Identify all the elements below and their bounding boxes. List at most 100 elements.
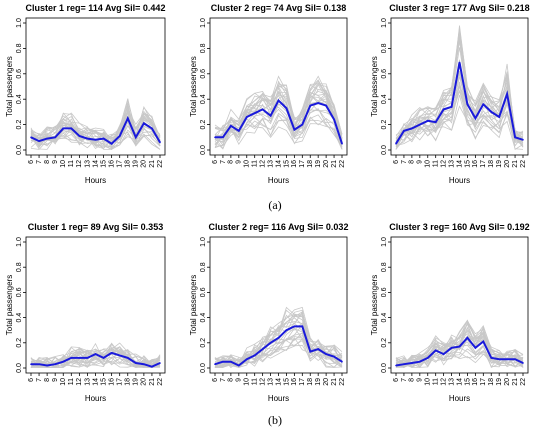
mean-point: [482, 340, 485, 343]
mean-point: [70, 127, 73, 130]
mean-point: [442, 108, 445, 111]
member-lines: [30, 98, 161, 151]
x-tick-label: 13: [267, 378, 274, 386]
x-tick-label: 19: [315, 378, 322, 386]
mean-point: [222, 360, 224, 363]
chart-title: Cluster 2 reg= 74 Avg Sil= 0.138: [211, 3, 346, 13]
chart-title: Cluster 3 reg= 160 Avg Sil= 0.192: [389, 222, 529, 232]
mean-point: [261, 108, 264, 111]
x-tick-label: 10: [60, 160, 67, 168]
y-tick-label: 0.2: [16, 120, 23, 130]
x-tick-label: 18: [125, 378, 132, 386]
x-tick-label: 21: [331, 378, 338, 386]
x-tick-label: 13: [84, 378, 91, 386]
x-tick-label: 22: [157, 160, 164, 168]
mean-point: [277, 337, 280, 339]
mean-point: [419, 360, 421, 363]
mean-point: [70, 357, 73, 359]
mean-point: [317, 348, 320, 350]
chart-title: Cluster 1 reg= 114 Avg Sil= 0.442: [26, 3, 166, 13]
x-tick-label: 13: [267, 160, 274, 168]
mean-point: [309, 104, 312, 107]
member-line: [214, 75, 343, 140]
mean-point: [94, 353, 97, 355]
x-axis-label: Hours: [268, 176, 289, 185]
x-tick-label: 15: [100, 160, 107, 168]
mean-point: [118, 135, 121, 137]
mean-point: [86, 137, 89, 140]
x-tick-label: 6: [28, 160, 35, 164]
mean-point: [135, 362, 137, 364]
y-tick-label: 0.8: [200, 262, 207, 272]
x-tick-label: 11: [252, 378, 259, 385]
x-tick-label: 16: [291, 378, 298, 386]
x-tick-label: 16: [108, 378, 115, 386]
y-tick-label: 1.0: [381, 18, 388, 28]
x-tick-label: 16: [108, 160, 115, 168]
y-axis-label: Total passengers: [189, 275, 198, 335]
x-tick-label: 15: [100, 378, 107, 386]
y-tick-label: 0.2: [381, 338, 388, 348]
x-tick-label: 20: [141, 160, 148, 168]
mean-point: [230, 125, 232, 127]
x-tick-label: 14: [456, 160, 463, 168]
mean-point: [506, 93, 508, 95]
x-tick-label: 10: [425, 160, 432, 168]
x-tick-label: 14: [275, 378, 282, 386]
x-tick-label: 12: [259, 378, 266, 386]
member-line: [395, 81, 524, 146]
x-tick-label: 10: [244, 160, 251, 168]
x-tick-label: 22: [520, 378, 527, 386]
mean-point: [159, 362, 161, 364]
y-tick-label: 1.0: [200, 237, 207, 247]
y-tick-label: 0.4: [381, 94, 388, 104]
mean-point: [38, 140, 40, 142]
mean-point: [214, 136, 216, 139]
member-line: [30, 108, 161, 147]
x-tick-label: 18: [488, 378, 495, 386]
x-tick-label: 20: [504, 378, 511, 386]
member-line: [395, 31, 524, 145]
member-line: [30, 352, 161, 368]
mean-point: [246, 116, 248, 118]
x-tick-label: 12: [440, 160, 447, 168]
y-tick-label: 0.0: [381, 363, 388, 373]
y-axis-label: Total passengers: [370, 275, 379, 335]
x-tick-label: 22: [339, 160, 346, 168]
x-tick-label: 6: [212, 160, 219, 164]
mean-point: [78, 135, 81, 137]
mean-point: [78, 357, 81, 359]
x-tick-label: 13: [448, 378, 455, 386]
x-tick-label: 20: [504, 160, 511, 168]
x-tick-label: 16: [472, 378, 479, 386]
x-tick-label: 22: [339, 378, 346, 386]
mean-point: [285, 107, 288, 109]
x-tick-label: 8: [409, 378, 416, 382]
x-tick-label: 22: [157, 378, 164, 386]
x-tick-label: 8: [44, 378, 51, 382]
chart-panel-4: Cluster 1 reg= 89 Avg Sil= 0.353 0.0 0.2 0.…: [5, 222, 166, 403]
y-tick-label: 0.6: [16, 287, 23, 297]
mean-point: [143, 363, 145, 366]
y-tick-label: 0.8: [16, 43, 23, 53]
x-tick-label: 7: [401, 378, 408, 382]
member-line: [214, 100, 343, 145]
x-tick-label: 6: [393, 160, 400, 164]
x-tick-label: 19: [496, 160, 503, 168]
mean-point: [395, 142, 397, 145]
x-tick-label: 9: [236, 378, 243, 382]
member-line: [214, 324, 343, 368]
x-tick-label: 8: [409, 160, 416, 164]
mean-point: [490, 111, 493, 113]
mean-point: [341, 360, 343, 363]
x-tick-label: 18: [307, 160, 314, 168]
x-tick-label: 7: [220, 378, 227, 382]
mean-point: [419, 123, 421, 126]
x-tick-label: 11: [433, 160, 440, 167]
mean-point: [214, 363, 216, 366]
mean-point: [159, 141, 161, 144]
x-tick-label: 14: [275, 160, 282, 168]
mean-point: [277, 99, 280, 102]
x-axis-label: Hours: [85, 394, 106, 403]
